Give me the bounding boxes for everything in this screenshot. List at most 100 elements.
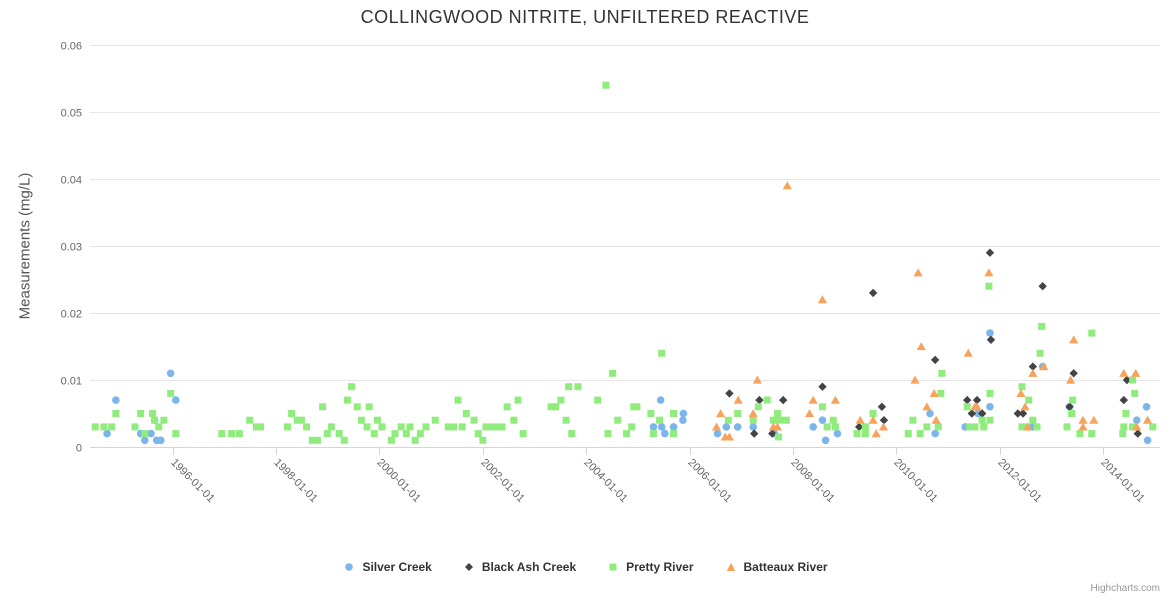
point-pretty-river[interactable]	[980, 423, 988, 431]
point-pretty-river[interactable]	[151, 416, 159, 424]
point-silver-creek[interactable]	[809, 423, 817, 431]
point-silver-creek[interactable]	[821, 436, 830, 445]
point-pretty-river[interactable]	[1036, 349, 1044, 357]
point-pretty-river[interactable]	[444, 423, 452, 431]
point-pretty-river[interactable]	[149, 410, 157, 417]
point-pretty-river[interactable]	[303, 423, 311, 431]
point-pretty-river[interactable]	[916, 430, 924, 438]
point-batteaux-river[interactable]	[855, 415, 865, 424]
point-pretty-river[interactable]	[370, 430, 378, 438]
point-pretty-river[interactable]	[776, 416, 784, 424]
point-silver-creek[interactable]	[833, 429, 842, 438]
point-black-ash-creek[interactable]	[1133, 429, 1142, 438]
point-pretty-river[interactable]	[568, 430, 576, 438]
point-pretty-river[interactable]	[670, 410, 678, 417]
point-black-ash-creek[interactable]	[1065, 402, 1074, 411]
point-pretty-river[interactable]	[986, 389, 994, 397]
point-pretty-river[interactable]	[402, 430, 410, 438]
point-pretty-river[interactable]	[357, 416, 365, 424]
point-batteaux-river[interactable]	[1119, 368, 1129, 377]
point-black-ash-creek[interactable]	[967, 409, 977, 418]
point-pretty-river[interactable]	[1122, 410, 1130, 417]
highcharts-credits-link[interactable]: Highcharts.com	[1090, 583, 1160, 594]
point-pretty-river[interactable]	[609, 369, 617, 377]
point-pretty-river[interactable]	[1129, 423, 1137, 431]
point-pretty-river[interactable]	[510, 416, 518, 424]
point-pretty-river[interactable]	[769, 416, 777, 424]
point-pretty-river[interactable]	[141, 430, 149, 438]
point-silver-creek[interactable]	[657, 423, 666, 431]
point-silver-creek[interactable]	[656, 396, 665, 404]
point-pretty-river[interactable]	[782, 416, 790, 424]
point-black-ash-creek[interactable]	[962, 395, 972, 405]
point-pretty-river[interactable]	[1069, 396, 1077, 404]
point-pretty-river[interactable]	[257, 423, 265, 431]
point-pretty-river[interactable]	[1120, 423, 1128, 431]
point-pretty-river[interactable]	[818, 403, 826, 411]
point-batteaux-river[interactable]	[1089, 415, 1099, 424]
point-pretty-river[interactable]	[934, 423, 942, 431]
point-pretty-river[interactable]	[623, 430, 631, 438]
point-batteaux-river[interactable]	[871, 429, 881, 438]
point-pretty-river[interactable]	[482, 423, 490, 431]
point-batteaux-river[interactable]	[972, 402, 982, 411]
point-batteaux-river[interactable]	[733, 395, 743, 404]
point-pretty-river[interactable]	[658, 349, 666, 357]
point-batteaux-river[interactable]	[1016, 389, 1026, 397]
point-pretty-river[interactable]	[479, 436, 487, 444]
point-pretty-river[interactable]	[172, 430, 180, 438]
point-pretty-river[interactable]	[861, 423, 869, 431]
point-pretty-river[interactable]	[647, 410, 655, 417]
point-pretty-river[interactable]	[335, 430, 343, 438]
point-pretty-river[interactable]	[353, 403, 361, 411]
point-pretty-river[interactable]	[458, 423, 466, 431]
point-batteaux-river[interactable]	[804, 409, 815, 418]
point-pretty-river[interactable]	[773, 410, 781, 417]
point-pretty-river[interactable]	[1131, 389, 1139, 397]
point-black-ash-creek[interactable]	[854, 422, 864, 432]
point-silver-creek[interactable]	[931, 429, 939, 438]
point-pretty-river[interactable]	[604, 430, 612, 438]
point-pretty-river[interactable]	[323, 430, 331, 438]
point-batteaux-river[interactable]	[817, 295, 828, 304]
point-silver-creek[interactable]	[722, 423, 731, 431]
point-batteaux-river[interactable]	[963, 348, 973, 357]
point-pretty-river[interactable]	[308, 436, 316, 444]
point-pretty-river[interactable]	[831, 423, 839, 431]
point-pretty-river[interactable]	[397, 423, 405, 431]
point-black-ash-creek[interactable]	[818, 382, 827, 391]
point-pretty-river[interactable]	[228, 430, 236, 438]
point-batteaux-river[interactable]	[1142, 415, 1153, 424]
point-batteaux-river[interactable]	[1039, 362, 1049, 371]
point-pretty-river[interactable]	[387, 436, 395, 444]
point-pretty-river[interactable]	[112, 410, 120, 417]
point-pretty-river[interactable]	[1029, 416, 1037, 424]
point-pretty-river[interactable]	[246, 416, 254, 424]
point-black-ash-creek[interactable]	[930, 355, 940, 365]
point-pretty-river[interactable]	[378, 423, 386, 431]
point-pretty-river[interactable]	[155, 423, 163, 431]
point-pretty-river[interactable]	[869, 410, 877, 417]
point-pretty-river[interactable]	[775, 433, 783, 441]
point-pretty-river[interactable]	[514, 396, 522, 404]
point-silver-creek[interactable]	[986, 329, 994, 337]
point-batteaux-river[interactable]	[878, 422, 889, 431]
point-pretty-river[interactable]	[1119, 430, 1127, 438]
point-pretty-river[interactable]	[1038, 322, 1046, 330]
point-batteaux-river[interactable]	[1132, 422, 1142, 431]
point-batteaux-river[interactable]	[711, 422, 722, 431]
point-silver-creek[interactable]	[926, 409, 934, 418]
point-black-ash-creek[interactable]	[985, 248, 995, 257]
point-silver-creek[interactable]	[147, 429, 155, 438]
point-pretty-river[interactable]	[283, 423, 291, 431]
point-batteaux-river[interactable]	[868, 415, 878, 424]
point-pretty-river[interactable]	[450, 423, 458, 431]
point-black-ash-creek[interactable]	[877, 402, 887, 411]
point-pretty-river[interactable]	[938, 369, 946, 377]
point-black-ash-creek[interactable]	[972, 395, 982, 405]
point-pretty-river[interactable]	[293, 416, 301, 424]
point-batteaux-river[interactable]	[772, 422, 783, 431]
point-pretty-river[interactable]	[411, 436, 419, 444]
point-pretty-river[interactable]	[474, 430, 482, 438]
point-batteaux-river[interactable]	[1023, 422, 1033, 431]
